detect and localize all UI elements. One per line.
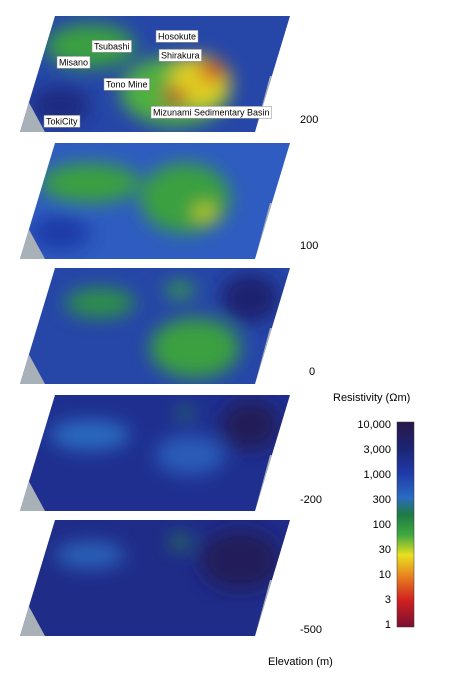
place-label: TokiCity <box>46 116 78 126</box>
elevation-label: -200 <box>300 494 322 506</box>
elevation-label: -500 <box>300 624 322 636</box>
colorbar-tick-label: 3 <box>385 594 391 606</box>
place-label: Shirakura <box>161 50 200 60</box>
elevation-label: 200 <box>300 114 318 126</box>
place-label: Tono Mine <box>106 79 148 89</box>
colorbar-tick-label: 30 <box>379 544 391 556</box>
colorbar-tick-label: 3,000 <box>363 444 391 456</box>
colorbar-ticks: 10,000 3,000 1,000 300 100 30 10 3 1 <box>357 419 391 631</box>
place-label: Tsubashi <box>94 41 130 51</box>
place-label-box <box>158 49 202 62</box>
slice-0 <box>20 268 290 384</box>
place-label-box <box>56 56 91 69</box>
slice-minus-500 <box>20 520 290 636</box>
slice-minus-200 <box>20 395 290 511</box>
place-label: Misano <box>59 57 88 67</box>
place-label-box <box>43 115 81 128</box>
place-label: Hosokute <box>158 31 196 41</box>
colorbar <box>396 421 415 628</box>
place-labels: Hosokute Tsubashi Shirakura Misano Tono Mine… <box>43 30 272 128</box>
slice-100 <box>20 143 290 259</box>
elevation-label: 0 <box>309 366 315 378</box>
axis-label: Elevation (m) <box>268 656 333 668</box>
colorbar-tick-label: 10,000 <box>357 419 391 431</box>
colorbar-tick-label: 1,000 <box>363 469 391 481</box>
place-label-box <box>155 30 199 43</box>
elevation-label: 100 <box>300 240 318 252</box>
colorbar-tick-label: 10 <box>379 569 391 581</box>
place-label-box <box>103 78 150 91</box>
colorbar-tick-label: 100 <box>373 519 391 531</box>
colorbar-title: Resistivity (Ωm) <box>333 392 410 404</box>
place-label: Mizunami Sedimentary Basin <box>153 107 270 117</box>
place-label-box <box>150 106 272 119</box>
place-label-box <box>91 40 132 53</box>
colorbar-tick-label: 300 <box>373 494 391 506</box>
colorbar-tick-label: 1 <box>385 619 391 631</box>
